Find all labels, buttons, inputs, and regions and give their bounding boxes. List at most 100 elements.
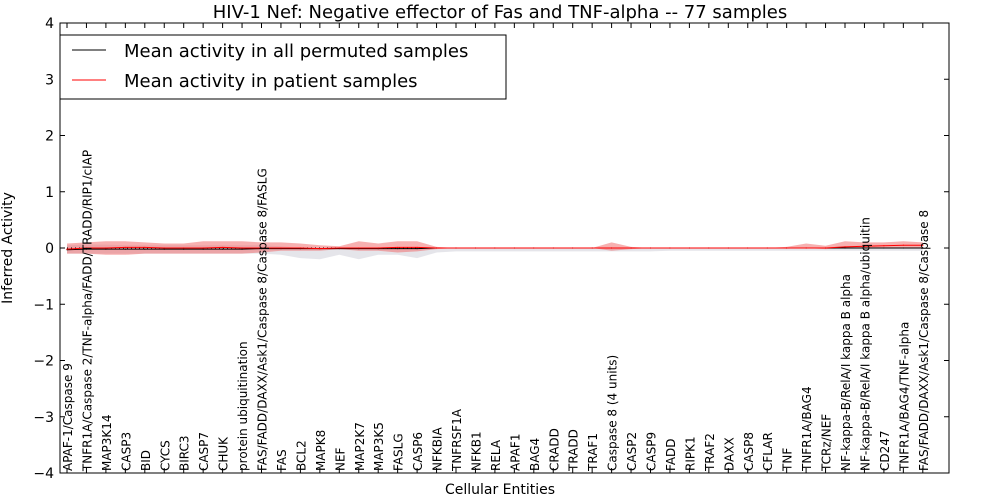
- x-category-label: BAG4: [528, 438, 542, 471]
- point-patient-8: [222, 246, 224, 249]
- x-category-label: TNF: [781, 448, 795, 472]
- point-patient-12: [299, 247, 301, 249]
- x-category-label: BIRC3: [178, 435, 192, 471]
- legend: Mean activity in all permuted samples Me…: [59, 34, 507, 100]
- x-category-label: CASP6: [411, 432, 425, 471]
- x-axis-category-labels: APAF-1/Caspase 9 TNFR1A/Caspase 2/TNF-alp…: [61, 150, 931, 472]
- point-patient-23: [513, 247, 515, 249]
- point-permuted-6: [183, 248, 185, 250]
- point-patient-22: [494, 247, 496, 249]
- point-patient-43: [902, 244, 904, 246]
- point-patient-5: [163, 247, 165, 249]
- x-category-label: RIPK1: [683, 436, 697, 471]
- y-tick-label: −1: [33, 297, 54, 313]
- series-lines: [66, 244, 924, 251]
- point-patient-38: [805, 247, 807, 249]
- point-patient-11: [280, 247, 282, 249]
- point-patient-17: [397, 246, 399, 249]
- point-patient-25: [552, 247, 554, 249]
- point-patient-26: [572, 247, 574, 249]
- point-patient-2: [105, 247, 107, 249]
- x-category-label: DAXX: [722, 437, 736, 471]
- x-category-label: MAP3K14: [100, 414, 114, 471]
- point-permuted-40: [844, 247, 846, 249]
- y-tick-label: −2: [33, 354, 54, 370]
- y-tick-label: 1: [45, 185, 54, 201]
- point-patient-19: [435, 247, 438, 249]
- x-category-label: CASP2: [625, 432, 639, 471]
- point-patient-33: [708, 247, 710, 249]
- x-category-label: CASP7: [197, 432, 211, 471]
- y-axis-ticks: −4 −3 −2 −1 0 1 2 3 4: [33, 16, 949, 482]
- point-patient-6: [183, 247, 185, 249]
- x-category-label: MAP2K7: [353, 422, 367, 471]
- x-category-label: NFKBIA: [431, 427, 445, 472]
- point-patient-36: [766, 247, 768, 249]
- y-tick-label: −3: [33, 410, 54, 426]
- point-patient-37: [786, 247, 788, 249]
- x-category-label: CRADD: [547, 428, 561, 471]
- x-category-label: NF-kappa-B/RelA/I kappa B alpha/ubiquiti…: [858, 217, 872, 471]
- x-category-label: FAS: [275, 449, 289, 471]
- point-permuted-9: [241, 248, 243, 250]
- x-category-label: TCRz/NEF: [820, 414, 834, 472]
- x-category-label: APAF-1/Caspase 9: [61, 363, 75, 471]
- x-category-label: Caspase 8 (4 units): [606, 355, 620, 471]
- point-permuted-2: [105, 248, 107, 250]
- point-permuted-42: [883, 247, 885, 249]
- x-category-label: FADD: [664, 438, 678, 471]
- point-patient-1: [85, 247, 88, 249]
- x-category-label: TNFR1A/BAG4: [800, 386, 814, 472]
- y-tick-label: 0: [45, 241, 54, 257]
- x-category-label: NF-kappa-B/RelA/I kappa B alpha: [839, 274, 853, 471]
- point-permuted-43: [902, 247, 904, 249]
- x-category-label: CD247: [878, 430, 892, 471]
- point-permuted-5: [163, 248, 165, 250]
- point-patient-40: [844, 246, 846, 248]
- y-tick-label: 2: [45, 129, 54, 145]
- x-category-label: CASP3: [119, 432, 133, 471]
- y-tick-label: −4: [33, 466, 54, 482]
- point-permuted-3: [124, 248, 126, 250]
- legend-box: [59, 34, 507, 100]
- x-category-label: CYCS: [158, 440, 172, 471]
- x-axis-label: Cellular Entities: [445, 482, 555, 498]
- x-category-label: MAPK8: [314, 430, 328, 471]
- point-patient-3: [124, 246, 126, 249]
- point-patient-21: [474, 247, 477, 249]
- x-category-label: TNFR1A/Caspase 2/TNF-alpha/FADD/TRADD/RI…: [81, 150, 95, 472]
- point-patient-34: [727, 247, 729, 249]
- point-patient-30: [649, 247, 652, 249]
- band-patient: [67, 241, 923, 255]
- x-category-label: TRADD: [567, 429, 581, 472]
- point-patient-15: [358, 247, 360, 249]
- x-category-label: TRAF2: [703, 433, 717, 472]
- x-category-label: FASLG: [392, 433, 406, 471]
- point-patient-7: [202, 247, 204, 249]
- x-axis-ticks: [66, 23, 924, 473]
- point-permuted-41: [863, 247, 866, 249]
- point-patient-32: [688, 247, 691, 249]
- point-patient-4: [144, 246, 146, 249]
- point-permuted-7: [202, 248, 204, 250]
- x-category-label: protein ubiquitination: [236, 341, 250, 471]
- point-patient-24: [533, 247, 535, 249]
- x-category-label: CASP9: [645, 432, 659, 471]
- point-patient-31: [669, 247, 671, 249]
- legend-label-permuted: Mean activity in all permuted samples: [124, 41, 468, 62]
- x-category-label: BCL2: [294, 440, 308, 471]
- x-category-label: FAS/FADD/DAXX/Ask1/Caspase 8/Caspase 8: [917, 210, 931, 471]
- x-category-label: NFKB1: [469, 431, 483, 471]
- point-patient-29: [630, 247, 632, 249]
- point-patient-44: [922, 244, 924, 246]
- point-patient-27: [591, 247, 593, 249]
- point-permuted-8: [222, 248, 224, 250]
- point-patient-16: [377, 247, 379, 249]
- point-permuted-1: [85, 248, 88, 250]
- point-patient-20: [455, 247, 457, 249]
- x-category-label: TRAF1: [586, 433, 600, 472]
- x-category-label: TNFRSF1A: [450, 408, 464, 472]
- point-patient-39: [824, 247, 827, 249]
- legend-label-patient: Mean activity in patient samples: [124, 71, 418, 92]
